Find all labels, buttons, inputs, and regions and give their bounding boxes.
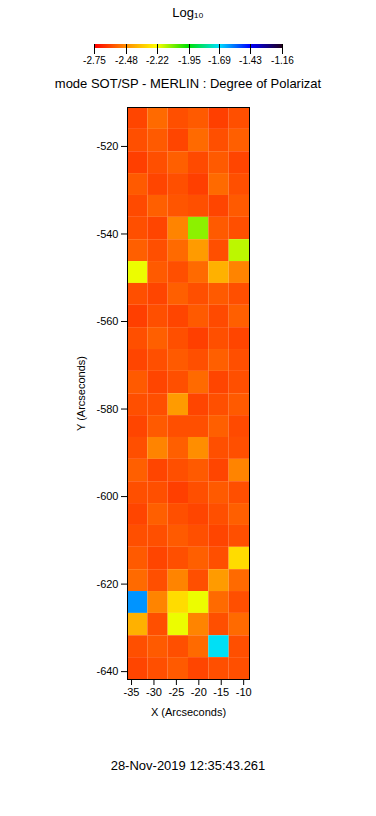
svg-text:-600: -600 (96, 490, 118, 502)
svg-text:-1.95: -1.95 (178, 55, 201, 66)
svg-text:-20: -20 (191, 686, 207, 698)
svg-text:X (Arcseconds): X (Arcseconds) (151, 706, 226, 718)
svg-text:-25: -25 (168, 686, 184, 698)
svg-text:-15: -15 (213, 686, 229, 698)
svg-text:-1.43: -1.43 (239, 55, 262, 66)
svg-text:-10: -10 (236, 686, 252, 698)
html-text:mode SOT/SP - MERLIN : Degree: mode SOT/SP - MERLIN : Degree of Polariz… (54, 76, 322, 91)
svg-text:-640: -640 (96, 665, 118, 677)
svg-text:-35: -35 (124, 686, 140, 698)
svg-text:-2.22: -2.22 (146, 55, 169, 66)
svg-text:-580: -580 (96, 403, 118, 415)
svg-text:-2.48: -2.48 (115, 55, 138, 66)
svg-text:-620: -620 (96, 578, 118, 590)
svg-text:-2.75: -2.75 (83, 55, 106, 66)
svg-text:-30: -30 (146, 686, 162, 698)
html-text:28-Nov-2019 12:35:43.261: 28-Nov-2019 12:35:43.261 (110, 758, 266, 773)
svg-text:-1.69: -1.69 (208, 55, 231, 66)
svg-text:-540: -540 (96, 227, 118, 239)
svg-text:Y (Arcseconds): Y (Arcseconds) (75, 356, 87, 431)
svg-text:-520: -520 (96, 140, 118, 152)
html-text:Log₁₀: Log₁₀ (172, 5, 204, 20)
svg-text:-560: -560 (96, 315, 118, 327)
svg-text:-1.16: -1.16 (271, 55, 294, 66)
